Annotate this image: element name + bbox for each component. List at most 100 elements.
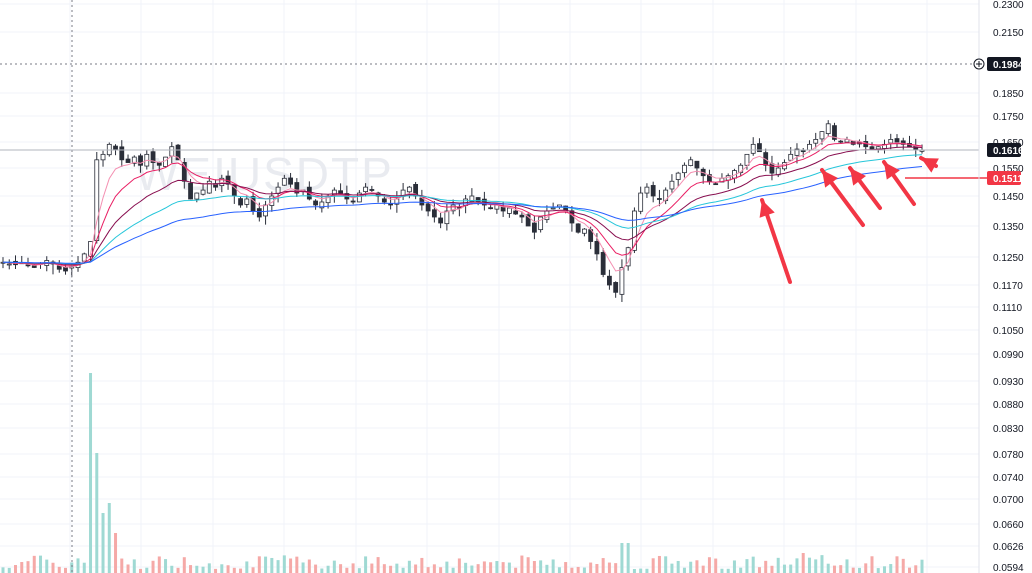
volume-bar	[820, 555, 824, 573]
volume-bar	[189, 565, 193, 573]
volume-bar	[495, 561, 499, 573]
candle-body	[538, 216, 544, 231]
volume-bar	[832, 565, 836, 573]
candle-body	[594, 240, 600, 255]
volume-bar	[245, 561, 249, 573]
volume-bar	[582, 567, 586, 573]
volume-bar	[320, 568, 324, 573]
candle-body	[313, 200, 318, 206]
candle-body	[188, 182, 193, 200]
candle-body	[738, 164, 744, 173]
candle-body	[644, 186, 650, 194]
candle-body	[119, 146, 125, 161]
candle-body	[713, 183, 719, 186]
candle-body	[356, 192, 362, 203]
candle-body	[813, 138, 819, 144]
volume-bar	[207, 563, 211, 573]
candle-body	[6, 263, 12, 266]
volume-bar	[857, 567, 861, 573]
volume-bar	[864, 563, 868, 573]
volume-bar	[776, 557, 780, 573]
candle-body	[875, 146, 881, 150]
volume-bar	[601, 558, 605, 573]
candle-body	[194, 192, 200, 200]
candle-body	[513, 210, 519, 215]
volume-bar	[382, 564, 386, 573]
volume-bar	[232, 567, 236, 573]
candle-body	[169, 146, 175, 157]
volume-bar	[426, 567, 430, 573]
candle-body	[56, 265, 62, 270]
crosshair-price-tag: 0.1984	[987, 57, 1024, 71]
red-arrow	[820, 168, 865, 227]
volume-bar	[739, 567, 743, 573]
volume-bar	[882, 566, 886, 573]
candle-body	[800, 150, 806, 153]
candle-body	[381, 198, 387, 203]
volume-bar	[251, 567, 255, 573]
candle-body	[519, 214, 525, 218]
red-arrow	[919, 156, 939, 173]
candle-body	[838, 140, 844, 143]
candle-body	[175, 144, 181, 161]
volume-bar	[639, 568, 643, 573]
volume-bar	[145, 567, 149, 573]
price-tick-label: 0.0830	[993, 424, 1024, 435]
volume-bar	[870, 556, 874, 573]
volume-bar	[364, 556, 368, 573]
volume-bar	[89, 373, 93, 573]
price-tick-label: 0.0780	[993, 450, 1024, 461]
volume-bar	[289, 558, 293, 573]
candle-body	[163, 156, 168, 167]
volume-bar	[501, 562, 505, 573]
volume-bar	[70, 562, 74, 573]
candle-body	[425, 203, 431, 212]
candle-body	[488, 207, 494, 210]
volume-bar	[82, 562, 86, 573]
candle-body	[632, 210, 637, 251]
volume-bar	[814, 559, 818, 573]
candle-body	[369, 189, 375, 191]
volume-bar	[764, 560, 768, 573]
volume-bar	[357, 568, 361, 573]
volume-bar	[201, 566, 205, 573]
annotation-arrows	[759, 156, 987, 284]
volume-bar	[126, 564, 130, 573]
volume-bar	[914, 565, 918, 573]
volume-bar	[720, 568, 724, 573]
volume-bar	[470, 565, 474, 573]
price-tick-label: 0.1850	[993, 89, 1024, 100]
candle-body	[244, 198, 250, 205]
candle-body	[113, 145, 118, 150]
candle-body	[25, 264, 31, 267]
candle-body	[619, 267, 625, 295]
volume-bar	[557, 567, 561, 573]
candle-body	[281, 177, 287, 186]
volume-bar	[714, 558, 718, 573]
volume-bar	[476, 564, 480, 573]
volume-bar	[339, 564, 343, 573]
volume-bar	[589, 562, 593, 573]
volume-bar	[839, 565, 843, 573]
candle-body	[638, 192, 644, 212]
volume-bar	[270, 557, 274, 573]
crosshair-plus-icon[interactable]	[973, 58, 985, 70]
candle-body	[531, 222, 537, 233]
volume-bar	[876, 568, 880, 573]
candle-body	[819, 131, 825, 140]
candle-body	[444, 210, 450, 225]
volume-bar	[645, 568, 649, 573]
volume-bar	[732, 560, 736, 573]
volume-bar	[514, 567, 518, 573]
candle-body	[288, 177, 293, 185]
volume-bar	[507, 562, 511, 573]
price-axis[interactable]: 0.23000.21500.18500.17500.16500.15500.14…	[993, 0, 1024, 573]
volume-bar	[370, 563, 374, 573]
volume-bar	[526, 557, 530, 573]
volume-bar	[520, 555, 524, 573]
candle-body	[888, 138, 894, 144]
price-tick-label: 0.1550	[993, 164, 1024, 175]
candle-body	[469, 195, 475, 202]
volume-bar	[32, 555, 36, 573]
